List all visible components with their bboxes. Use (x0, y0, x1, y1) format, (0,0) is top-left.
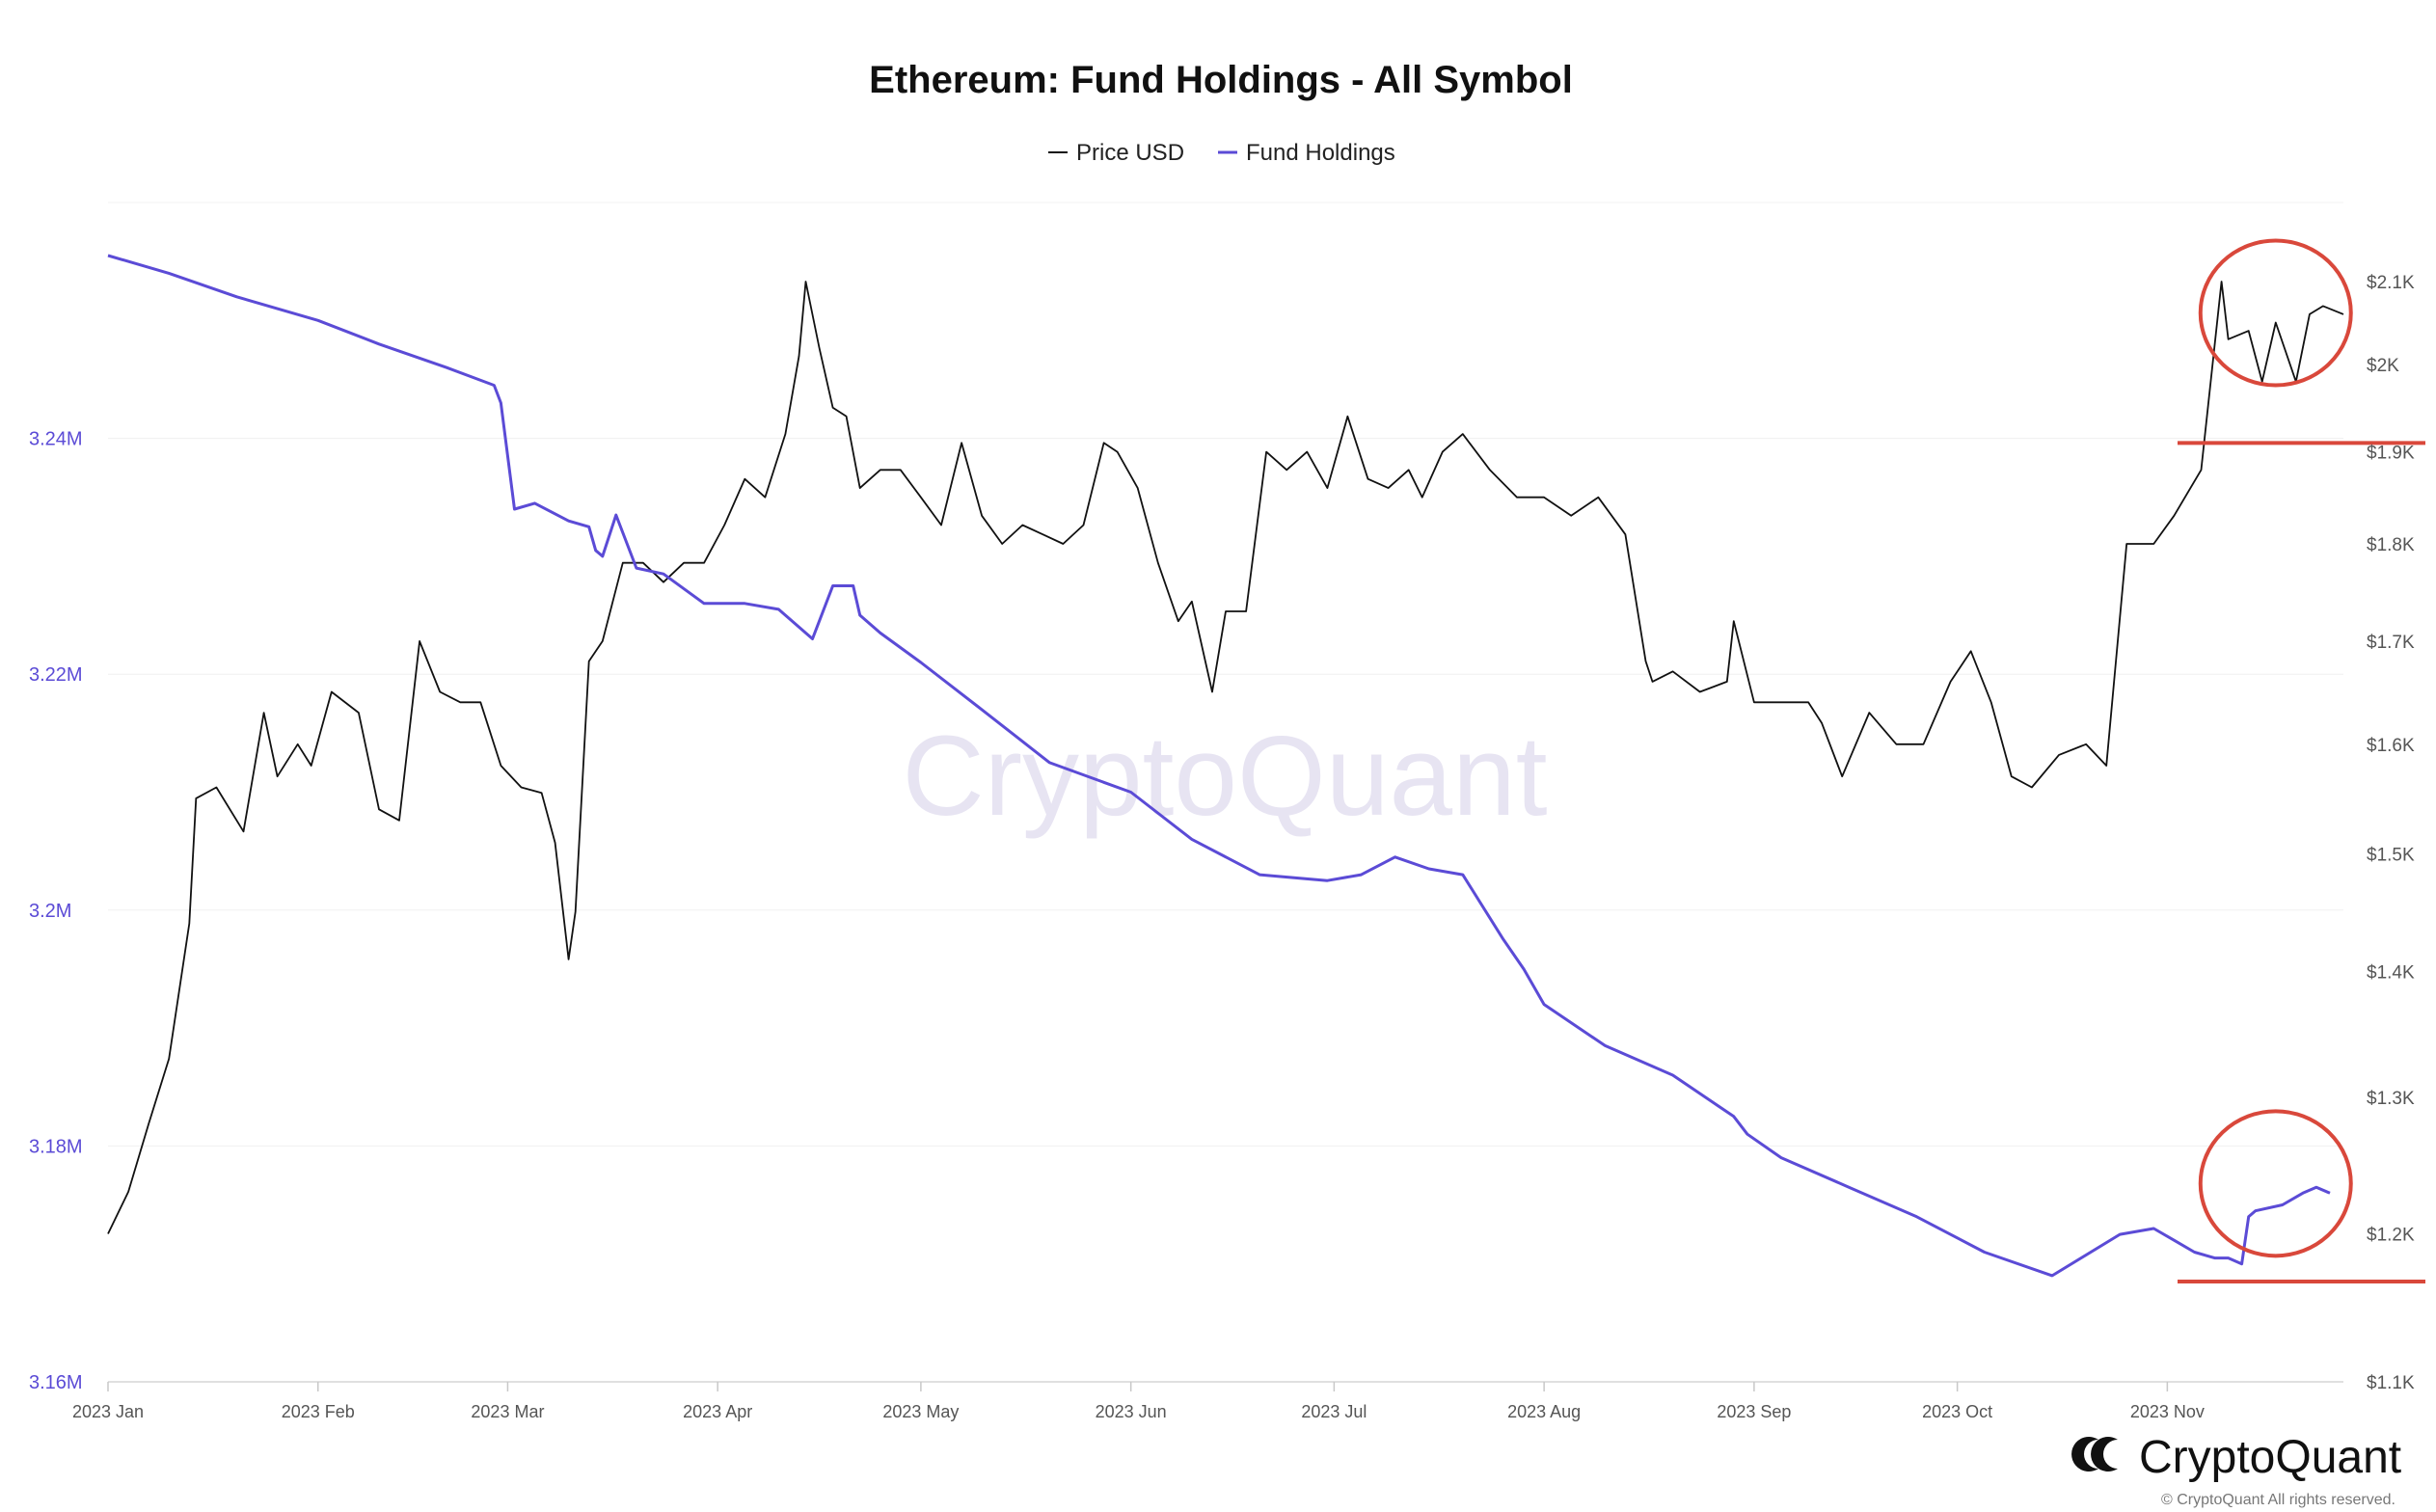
brand-mark-icon-2 (2091, 1437, 2118, 1472)
annotation-circle (2198, 238, 2353, 388)
series-line-fund-holdings (107, 254, 2331, 1278)
left-tick-label: 3.16M (29, 1372, 83, 1393)
right-tick-label: $1.2K (2367, 1225, 2415, 1245)
chart-title: Ethereum: Fund Holdings - All Symbol (869, 59, 1573, 101)
series-line-price-usd (107, 281, 2344, 1234)
x-tick-label: 2023 Feb (282, 1402, 355, 1421)
copyright-text: © CryptoQuant All rights reserved. (2161, 1492, 2395, 1508)
right-tick-label: $1.9K (2367, 444, 2415, 464)
legend[interactable]: Price USD Fund Holdings (1048, 140, 1395, 166)
x-tick-label: 2023 Nov (2130, 1402, 2205, 1421)
left-tick-label: 3.22M (29, 664, 83, 686)
left-tick-label: 3.24M (29, 429, 83, 450)
annotation-circle (2198, 1109, 2353, 1258)
annotations (2178, 238, 2425, 1284)
left-tick-label: 3.18M (29, 1136, 83, 1157)
legend-label-price[interactable]: Price USD (1076, 140, 1184, 166)
series-layer (107, 254, 2344, 1278)
legend-label-fund-holdings[interactable]: Fund Holdings (1246, 140, 1395, 166)
brand-logo: CryptoQuant © CryptoQuant All rights res… (2071, 1432, 2401, 1508)
right-tick-label: $1.1K (2367, 1373, 2415, 1393)
right-tick-label: $1.8K (2367, 535, 2415, 555)
brand-mark-icon (2071, 1437, 2098, 1472)
right-tick-label: $1.7K (2367, 633, 2415, 653)
watermark-text: CryptoQuant (903, 713, 1548, 840)
right-tick-label: $1.3K (2367, 1089, 2415, 1109)
x-tick-label: 2023 May (882, 1402, 959, 1421)
left-axis: 3.16M 3.18M 3.2M 3.22M 3.24M (29, 429, 83, 1393)
x-tick-label: 2023 Jul (1301, 1402, 1367, 1421)
x-tick-label: 2023 Sep (1717, 1402, 1791, 1421)
right-tick-label: $2K (2367, 356, 2399, 376)
x-tick-label: 2023 Jan (72, 1402, 144, 1421)
right-tick-label: $1.6K (2367, 736, 2415, 756)
right-tick-label: $1.4K (2367, 962, 2415, 983)
x-tick-label: 2023 Apr (683, 1402, 752, 1421)
x-tick-label: 2023 Jun (1096, 1402, 1167, 1421)
x-tick-label: 2023 Oct (1922, 1402, 1992, 1421)
brand-name: CryptoQuant (2139, 1432, 2401, 1483)
x-tick-label: 2023 Mar (471, 1402, 544, 1421)
left-tick-label: 3.2M (29, 901, 71, 922)
x-axis: 2023 Jan 2023 Feb 2023 Mar 2023 Apr 2023 May… (72, 1381, 2343, 1421)
x-tick-label: 2023 Aug (1507, 1402, 1581, 1421)
right-axis: $1.1K $1.2K $1.3K $1.4K $1.5K $1.6K $1.7K $1.8K… (2367, 273, 2415, 1393)
right-tick-label: $1.5K (2367, 846, 2415, 866)
right-tick-label: $2.1K (2367, 273, 2415, 293)
